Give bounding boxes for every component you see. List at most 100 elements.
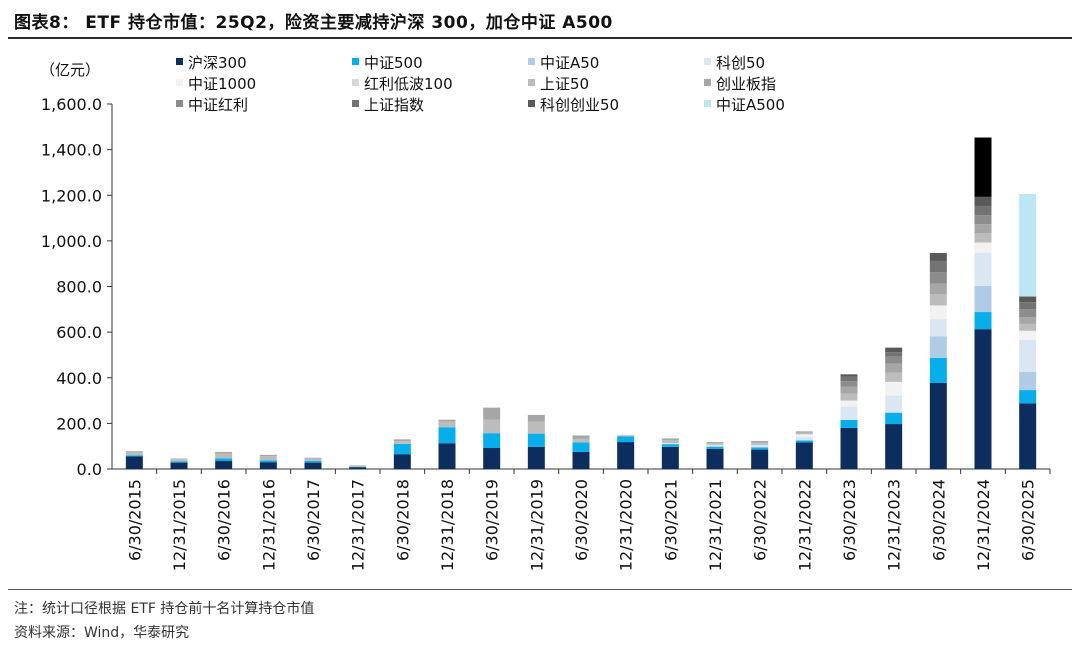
y-tick-label: 1,600.0 [41,95,102,114]
bar-segment [840,419,858,428]
x-tick-label: 6/30/2021 [661,479,680,561]
legend-label: 科创创业50 [540,96,619,114]
x-tick-label: 6/30/2020 [572,479,591,561]
y-tick-label: 200.0 [56,414,102,433]
legend-swatch [176,58,183,65]
bar-segment [438,427,456,444]
chart-source: 资料来源：Wind，华泰研究 [14,625,190,641]
legend-swatch [352,100,359,107]
bar-segment [840,386,858,394]
bar-segment [706,444,724,447]
y-tick-label: 400.0 [56,369,102,388]
bar-segment [974,215,992,225]
bar-segment [840,427,858,469]
bar-segment [885,424,903,469]
bar-segment [885,356,903,364]
bar-segment [885,352,903,357]
bar-segment [572,435,590,439]
bar-segment [259,454,277,457]
bar-segment [527,421,545,434]
bar-segment [840,376,858,382]
legend-label: 沪深300 [188,54,247,72]
bar-segment [974,252,992,286]
legend-label: 上证指数 [364,96,424,114]
bar-segment [929,272,947,284]
bar-segment [1019,323,1037,331]
bar-segment [795,431,813,433]
bar-segment [929,357,947,383]
legend-swatch [528,100,535,107]
bar-segment [1019,296,1037,303]
bar-segment [751,440,769,443]
legend-label: 中证500 [364,54,423,72]
bar-segment [706,442,724,445]
legend-swatch [352,58,359,65]
bar-segment [483,419,501,434]
bar-segment [795,437,813,441]
legend-swatch [352,79,359,86]
bar-segment [304,457,322,459]
bar-segment [840,393,858,401]
bar-segment [974,233,992,243]
bar-segment [349,467,367,469]
bar-segment [617,435,635,437]
bar-segment [840,400,858,407]
x-tick-label: 6/30/2018 [393,479,412,561]
x-tick-label: 6/30/2023 [840,479,859,561]
bar-segment [795,432,813,435]
y-tick-label: 600.0 [56,323,102,342]
bar-segment [974,285,992,313]
bar-segment [170,462,188,469]
bar-segment [929,382,947,469]
bar-segment [974,205,992,216]
bar-segment [215,458,233,462]
bar-segment [885,347,903,353]
legend-label: 中证A500 [716,96,785,114]
x-tick-label: 6/30/2025 [1019,479,1038,561]
bar-segment [483,407,501,420]
bar-segment [393,439,411,442]
bar-segment [170,458,188,460]
bar-segment [795,442,813,469]
bar-segment [125,451,143,453]
x-tick-label: 12/31/2020 [617,479,636,571]
bar-segment [304,458,322,461]
x-tick-label: 6/30/2015 [125,479,144,561]
x-tick-label: 12/31/2017 [349,479,368,571]
x-tick-label: 12/31/2019 [527,479,546,571]
legend-swatch [704,58,711,65]
bar-segment [483,448,501,469]
bar-segment [974,312,992,330]
y-unit-label: （亿元） [40,61,100,79]
legend-label: 创业板指 [716,75,776,93]
bar-segment [929,283,947,295]
x-tick-label: 12/31/2016 [259,479,278,571]
legend-label: 中证1000 [188,75,256,93]
bar-segment [974,137,992,197]
bar-segment [706,442,724,443]
bar-segment [125,455,143,457]
bar-segment [1019,302,1037,310]
bar-segment [527,446,545,469]
bar-segment [438,421,456,428]
bar-segment [885,395,903,413]
bar-segment [661,440,679,443]
bar-segment [572,442,590,452]
legend-swatch [528,58,535,65]
bar-segment [259,460,277,463]
y-tick-label: 0.0 [77,460,102,479]
bar-segment [438,419,456,422]
bar-segment [170,459,188,462]
legend-swatch [528,79,535,86]
bar-segment [929,319,947,337]
bar-segment [1019,390,1037,404]
y-tick-label: 1,200.0 [41,186,102,205]
legend-label: 中证A50 [540,54,599,72]
x-tick-label: 6/30/2017 [304,479,323,561]
x-tick-label: 6/30/2019 [483,479,502,561]
legend-label: 红利低波100 [364,75,453,93]
bar-segment [974,196,992,206]
bar-segment [527,414,545,422]
bar-segment [527,433,545,447]
bar-segment [885,363,903,373]
